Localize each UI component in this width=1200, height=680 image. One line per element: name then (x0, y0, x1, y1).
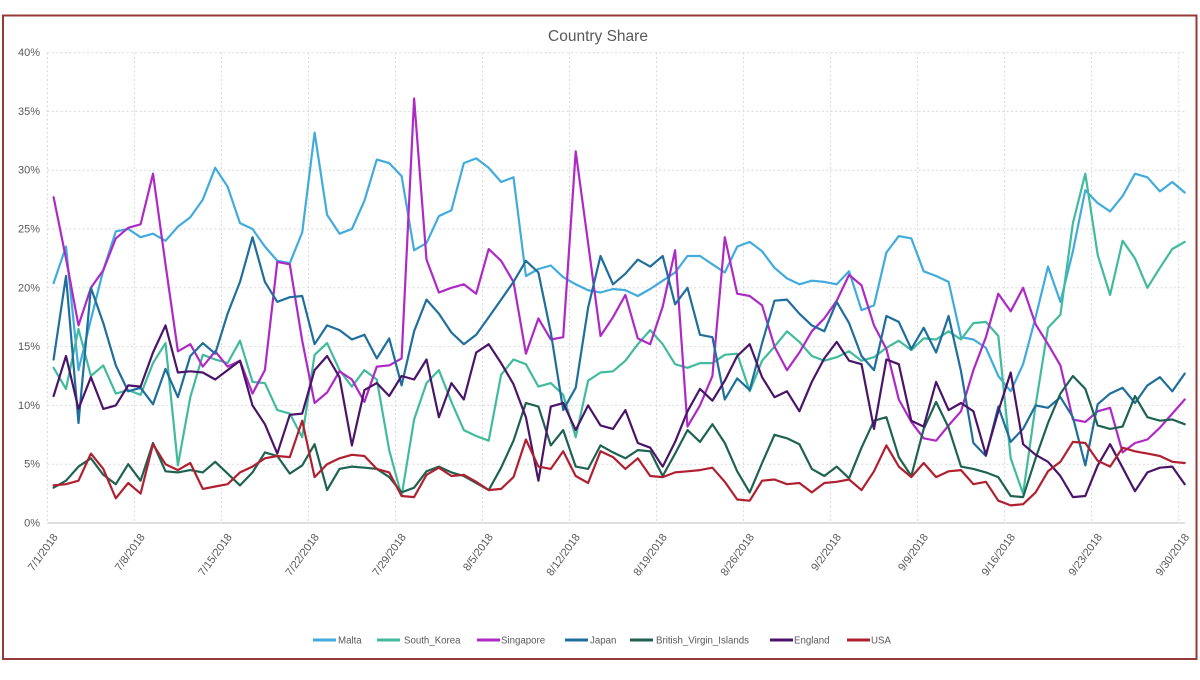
svg-text:40%: 40% (18, 47, 40, 59)
svg-text:0%: 0% (24, 518, 40, 530)
svg-text:15%: 15% (18, 341, 40, 353)
svg-text:35%: 35% (18, 106, 40, 118)
svg-text:South_Korea: South_Korea (404, 636, 461, 647)
svg-text:British_Virgin_Islands: British_Virgin_Islands (656, 636, 749, 647)
svg-text:Japan: Japan (590, 636, 616, 647)
svg-text:Country Share: Country Share (548, 28, 648, 45)
svg-text:20%: 20% (18, 282, 40, 294)
svg-text:25%: 25% (18, 224, 40, 236)
svg-text:30%: 30% (18, 165, 40, 177)
svg-text:5%: 5% (24, 459, 40, 471)
svg-text:USA: USA (871, 636, 891, 647)
svg-text:England: England (794, 636, 830, 647)
svg-text:Malta: Malta (338, 636, 362, 647)
svg-text:Singapore: Singapore (501, 636, 545, 647)
svg-text:10%: 10% (18, 400, 40, 412)
